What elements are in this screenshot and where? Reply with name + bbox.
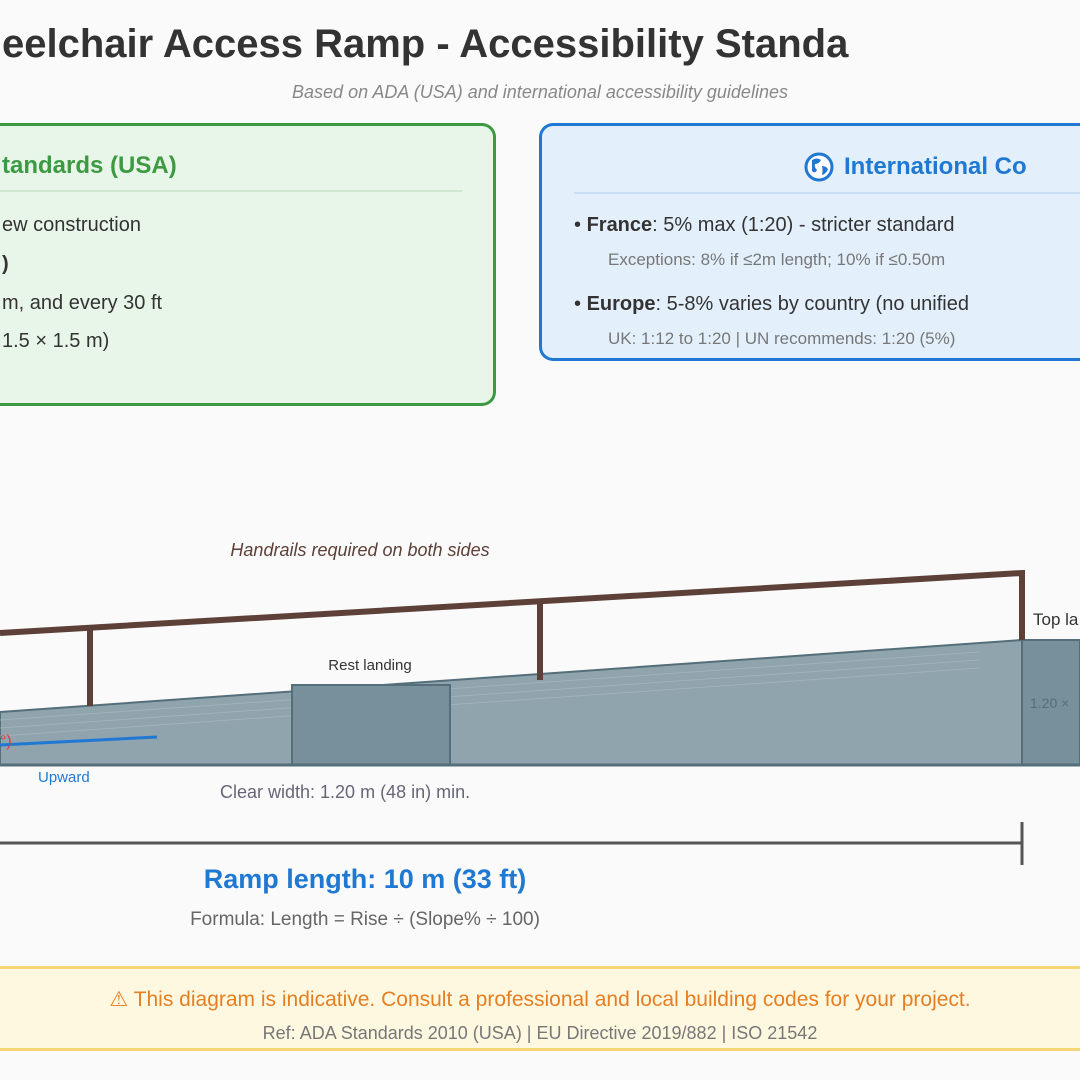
intl-item-france: • France: 5% max (1:20) - stricter stand… xyxy=(574,214,955,236)
intl-note-france: Exceptions: 8% if ≤2m length; 10% if ≤0.… xyxy=(608,250,946,269)
reference-text: Ref: ADA Standards 2010 (USA) | EU Direc… xyxy=(262,1023,818,1043)
ada-line: 1.5 × 1.5 m) xyxy=(2,330,110,352)
page-title: eelchair Access Ramp - Accessibility Sta… xyxy=(2,22,849,66)
warning-icon: ⚠ xyxy=(109,988,134,1011)
intl-item-europe: • Europe: 5-8% varies by country (no uni… xyxy=(574,293,969,315)
intl-note-europe: UK: 1:12 to 1:20 | UN recommends: 1:20 (… xyxy=(608,329,956,348)
slope-arrow xyxy=(0,735,158,747)
globe-icon xyxy=(804,152,834,187)
page-subtitle: Based on ADA (USA) and international acc… xyxy=(292,82,788,102)
rest-landing xyxy=(291,684,451,766)
international-codes-card: International Co • France: 5% max (1:20)… xyxy=(539,123,1080,361)
ada-line: m, and every 30 ft xyxy=(2,292,163,314)
ada-line: ew construction xyxy=(2,214,141,236)
intl-card-heading: International Co xyxy=(844,153,1027,180)
clear-width-label: Clear width: 1.20 m (48 in) min. xyxy=(220,782,470,802)
top-landing-label: Top la xyxy=(1033,610,1079,629)
direction-label: Upward xyxy=(38,769,90,786)
handrail-note: Handrails required on both sides xyxy=(230,540,489,560)
ramp-diagram: Handrails required on both sides Rest la… xyxy=(0,540,1080,930)
length-dimension-line xyxy=(0,822,1024,865)
top-landing xyxy=(1021,639,1080,766)
ada-card-heading: tandards (USA) xyxy=(2,152,177,179)
ramp-surface xyxy=(0,638,1023,766)
ada-line: ) xyxy=(2,253,9,275)
rest-landing-label: Rest landing xyxy=(328,657,411,674)
handrail xyxy=(0,569,1025,706)
formula: Formula: Length = Rise ÷ (Slope% ÷ 100) xyxy=(190,909,540,930)
top-landing-dimension: 1.20 × xyxy=(1030,695,1069,711)
ramp-texture xyxy=(0,651,981,737)
disclaimer-banner: ⚠ This diagram is indicative. Consult a … xyxy=(0,966,1080,1051)
warning-text: ⚠ This diagram is indicative. Consult a … xyxy=(109,988,971,1011)
ramp-length: Ramp length: 10 m (33 ft) xyxy=(204,864,527,894)
slope-label: °) xyxy=(0,733,12,750)
divider xyxy=(0,190,462,192)
divider xyxy=(574,192,1080,194)
ada-standards-card: tandards (USA) ew construction ) m, and … xyxy=(0,123,496,406)
